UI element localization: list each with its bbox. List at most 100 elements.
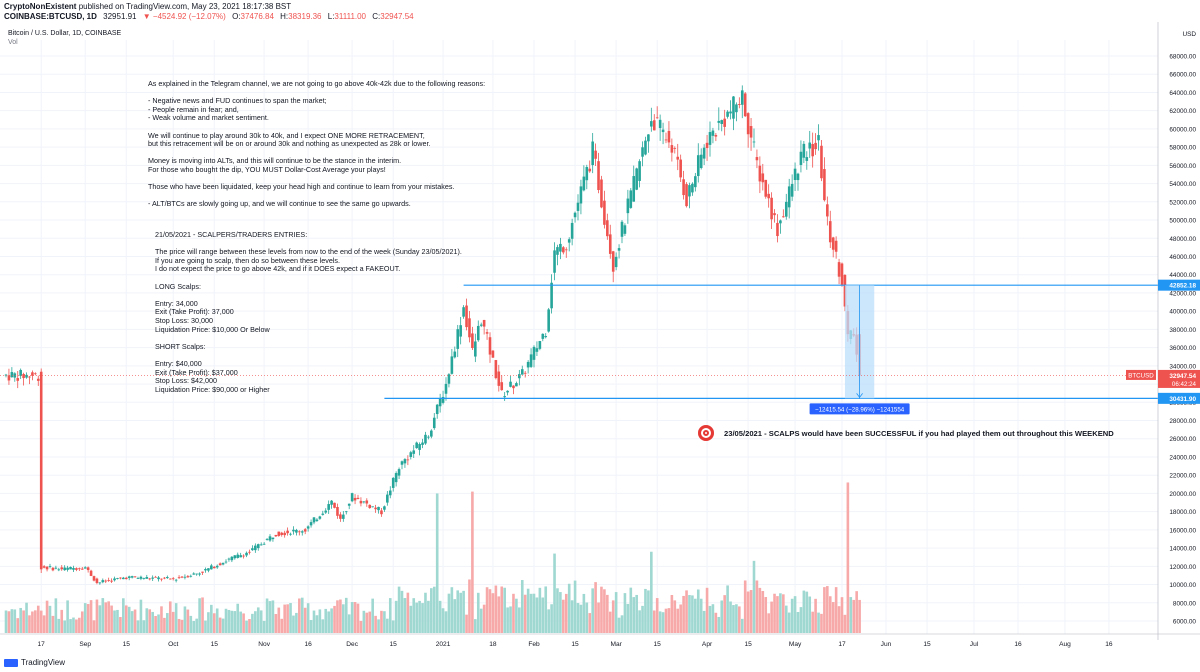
candle-body [547, 309, 550, 332]
candle-body [83, 567, 87, 569]
volume-bar [611, 600, 615, 633]
candle-body [787, 186, 791, 208]
volume-bar [735, 604, 738, 633]
volume-bar [773, 593, 776, 633]
volume-bar [300, 597, 304, 633]
time-tick-label: 15 [571, 641, 579, 648]
volume-bar [597, 602, 600, 633]
volume-bar [51, 615, 55, 633]
candle-body [550, 282, 553, 309]
price-chart[interactable]: −12415.54 (−28.96%) −1241554 6000.00 8000… [0, 22, 1200, 658]
volume-bar [547, 609, 550, 633]
volume-bar [694, 598, 697, 633]
candle-body [729, 111, 732, 114]
candle-body [784, 201, 788, 217]
candle-body [603, 200, 606, 225]
time-tick-label: 15 [123, 641, 131, 648]
candle-body [116, 578, 119, 579]
volume-bar [688, 595, 691, 633]
candle-body [394, 473, 398, 483]
volume-bar [380, 610, 383, 633]
volume-bar [603, 589, 606, 633]
volume-bar [811, 611, 814, 633]
volume-bar [779, 593, 782, 633]
candle-body [265, 538, 269, 540]
volume-bar [365, 612, 369, 633]
candle-body [221, 562, 225, 565]
volume-bar [374, 615, 377, 633]
candle-body [755, 157, 759, 161]
volume-bar [474, 619, 477, 633]
volume-label[interactable]: Vol [8, 39, 18, 46]
candle-body [347, 503, 351, 506]
volume-bar [729, 601, 732, 633]
price-axis-unit: USD [1183, 31, 1197, 38]
price-tick-label: 44000.00 [1169, 272, 1196, 279]
symbol-label[interactable]: COINBASE:BTCUSD, 1D [4, 12, 97, 21]
volume-bar [403, 598, 407, 633]
candle-body [570, 222, 574, 239]
candle-body [283, 532, 286, 536]
volume-bar [793, 596, 797, 633]
volume-bar [356, 603, 360, 633]
open-value: 37476.84 [240, 12, 274, 21]
candle-body [22, 374, 25, 379]
volume-bar [802, 590, 806, 633]
volume-bar [163, 617, 166, 633]
candle-body [16, 378, 20, 381]
volume-bar [770, 601, 773, 633]
author-name[interactable]: CryptoNonExistent [4, 2, 77, 11]
volume-bar [192, 620, 196, 633]
volume-bar [846, 482, 850, 633]
price-tick-label: 26000.00 [1169, 436, 1196, 443]
volume-bar [277, 607, 281, 633]
volume-bar [476, 592, 480, 633]
candle-body [51, 567, 55, 571]
candle-body [617, 248, 621, 251]
candle-body [494, 360, 498, 379]
candle-body [441, 396, 445, 403]
candle-body [101, 580, 105, 583]
volume-bar [808, 596, 812, 633]
volume-bar [271, 600, 275, 633]
pane-title[interactable]: Bitcoin / U.S. Dollar, 1D, COINBASE [8, 30, 122, 37]
candle-body [831, 237, 835, 250]
candle-body [576, 202, 580, 211]
volume-bar [752, 560, 756, 633]
volume-bar [198, 598, 201, 633]
volume-bar [588, 613, 592, 633]
volume-bar [168, 601, 172, 633]
chart-area[interactable]: −12415.54 (−28.96%) −1241554 6000.00 8000… [0, 22, 1200, 658]
candle-body [57, 569, 61, 571]
price-tick-label: 66000.00 [1169, 72, 1196, 79]
candle-body [242, 555, 245, 557]
candle-body [650, 121, 653, 127]
time-tick-label: Feb [528, 641, 540, 648]
candle-body [400, 461, 404, 465]
tradingview-logo[interactable]: TradingView [4, 658, 65, 667]
candle-body [746, 113, 750, 135]
volume-bar [661, 612, 665, 633]
volume-bar [204, 620, 207, 633]
volume-bar [34, 610, 37, 633]
candle-body [600, 179, 603, 208]
volume-bar [107, 601, 110, 633]
candle-body [177, 577, 181, 579]
candle-body [811, 144, 814, 157]
candle-body [160, 578, 163, 580]
volume-bar [843, 614, 847, 633]
volume-bar [585, 602, 589, 633]
candle-body [113, 578, 116, 581]
candle-body [195, 573, 198, 575]
volume-bar [450, 587, 454, 633]
volume-bar [518, 607, 521, 633]
volume-bar [25, 602, 28, 633]
candle-body [303, 529, 307, 532]
candle-body [388, 490, 392, 496]
volume-bar [805, 591, 809, 633]
volume-bar [309, 619, 313, 633]
candle-body [732, 96, 735, 119]
price-tick-label: 64000.00 [1169, 90, 1196, 97]
candle-body [667, 130, 671, 143]
volume-bar [89, 600, 93, 633]
